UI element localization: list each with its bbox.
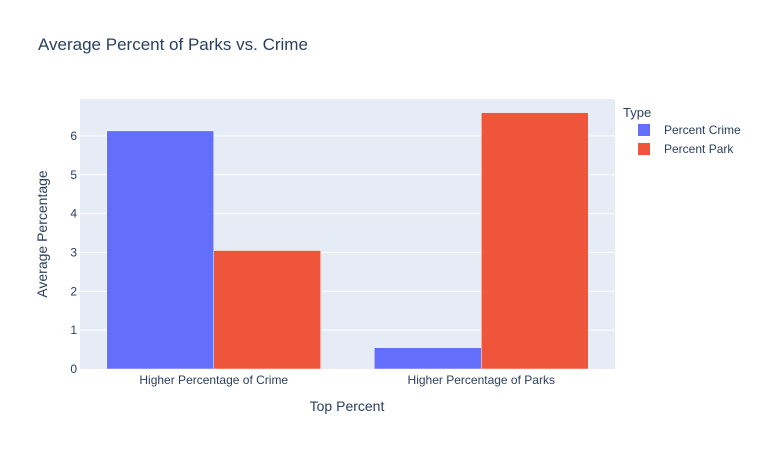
y-tick-label: 1 — [70, 323, 77, 337]
y-tick-label: 6 — [70, 129, 77, 143]
y-tick-label: 2 — [70, 284, 77, 298]
legend[interactable]: Type Percent Crime Percent Park — [623, 105, 741, 156]
legend-item[interactable]: Percent Park — [638, 142, 734, 156]
y-axis-ticks: 0 1 2 3 4 5 6 — [70, 129, 77, 376]
y-axis-label: Average Percentage — [34, 170, 50, 298]
bar-percent-park[interactable] — [481, 112, 589, 370]
legend-items[interactable]: Percent Crime Percent Park — [638, 123, 741, 156]
y-tick-label: 4 — [70, 207, 77, 221]
legend-title: Type — [623, 105, 651, 120]
bar-percent-park[interactable] — [213, 250, 321, 370]
legend-label: Percent Park — [664, 142, 734, 156]
legend-swatch — [638, 143, 650, 155]
x-tick-label: Higher Percentage of Crime — [139, 373, 288, 387]
y-tick-label: 3 — [70, 245, 77, 259]
legend-swatch — [638, 124, 650, 136]
y-tick-label: 5 — [70, 168, 77, 182]
chart-title: Average Percent of Parks vs. Crime — [38, 35, 308, 54]
legend-label: Percent Crime — [664, 123, 741, 137]
bars — [106, 112, 589, 370]
legend-item[interactable]: Percent Crime — [638, 123, 741, 137]
y-tick-label: 0 — [70, 362, 77, 376]
x-axis-ticks: Higher Percentage of Crime Higher Percent… — [139, 373, 555, 387]
x-axis-label: Top Percent — [310, 398, 385, 414]
bar-percent-crime[interactable] — [374, 347, 482, 370]
x-tick-label: Higher Percentage of Parks — [408, 373, 555, 387]
bar-percent-crime[interactable] — [106, 130, 214, 370]
